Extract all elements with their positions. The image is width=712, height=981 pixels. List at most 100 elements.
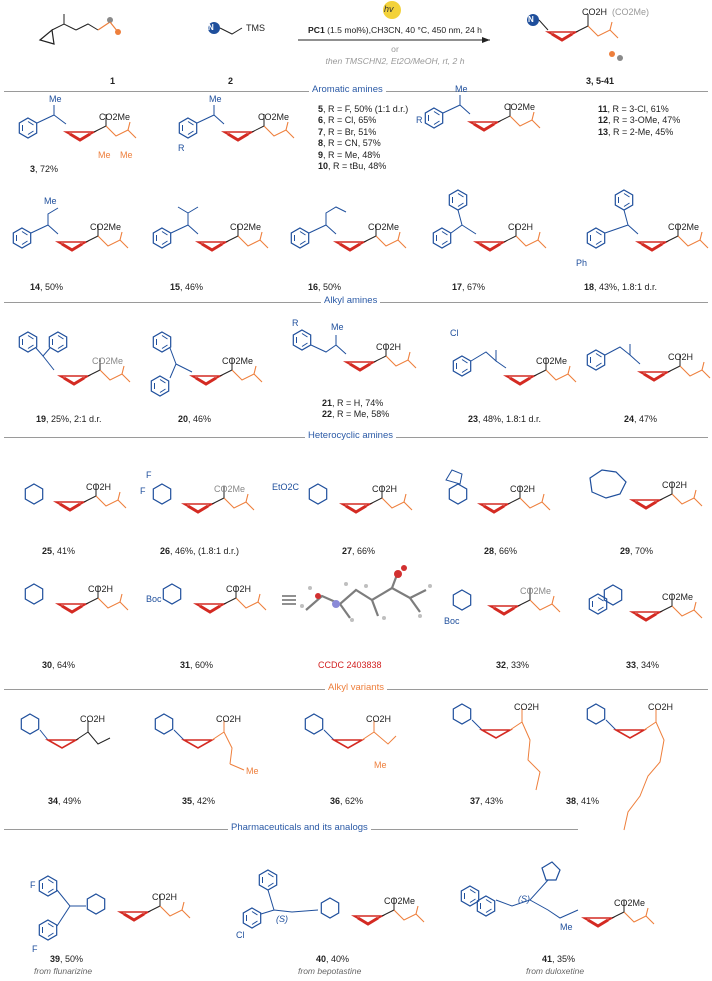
atom-me-11: Me	[455, 84, 468, 94]
compound-label-30: 30, 64%	[42, 660, 76, 670]
structure-38	[586, 703, 665, 831]
source-label-41: from duloxetine	[526, 966, 585, 976]
atom-co2me-5: CO2Me	[258, 112, 290, 122]
structure-35	[154, 713, 245, 771]
atom-co2me-3: CO2Me	[99, 112, 131, 122]
compound-label-20: 20, 46%	[178, 414, 212, 424]
atom-co2me-20: CO2Me	[222, 356, 254, 366]
structure-14	[12, 207, 130, 252]
atom-r-5: R	[178, 143, 185, 153]
product-n-atom: N	[528, 15, 534, 24]
atom-me-3: Me	[49, 94, 62, 104]
atom-co2me-11: CO2Me	[504, 102, 536, 112]
source-label-40: from bepotastine	[298, 966, 362, 976]
compound-label-3: 3, 72%	[30, 164, 59, 174]
atom-co2me-23: CO2Me	[536, 356, 568, 366]
section-alkyl-variants: Alkyl variants	[325, 682, 387, 693]
atom-ph-18: Ph	[576, 258, 588, 268]
atom-co2me-14: CO2Me	[90, 222, 122, 232]
structure-41	[460, 861, 656, 928]
atom-me-3b: Me	[98, 150, 111, 160]
compound-label-34: 34, 49%	[48, 796, 82, 806]
light-label: hv	[384, 4, 394, 14]
crystal-structure	[282, 565, 432, 622]
r-entry-22: 22, R = Me, 58%	[322, 409, 390, 420]
compound-label-38: 38, 41%	[566, 796, 600, 806]
compound-label-14: 14, 50%	[30, 282, 64, 292]
compound-label-26: 26, 46%, (1.8:1 d.r.)	[160, 546, 240, 556]
r-group-list-21-22: 21, R = H, 74% 22, R = Me, 58%	[322, 398, 389, 421]
atom-r-21: R	[292, 318, 299, 328]
compound-label-17: 17, 67%	[452, 282, 486, 292]
atom-f-39b: F	[32, 944, 38, 954]
reagent-1-structure	[38, 14, 121, 45]
atom-co2h-29: CO2H	[662, 480, 688, 490]
product-structure	[527, 12, 623, 61]
r-entry-5: 5, R = F, 50% (1:1 d.r.)	[318, 104, 409, 114]
compound-label-16: 16, 50%	[308, 282, 342, 292]
atom-r-11: R	[416, 115, 423, 125]
atom-co2h-35: CO2H	[216, 714, 242, 724]
structure-34	[20, 713, 111, 749]
atom-co2me-16: CO2Me	[368, 222, 400, 232]
structure-3	[18, 105, 138, 142]
compound-label-31: 31, 60%	[180, 660, 214, 670]
atom-me-5: Me	[209, 94, 222, 104]
atom-co2h-30: CO2H	[88, 584, 114, 594]
atom-co2h-28: CO2H	[510, 484, 536, 494]
product-number-label: 3, 5-41	[586, 76, 615, 86]
section-alkyl-amines: Alkyl amines	[321, 295, 381, 306]
structure-17	[432, 189, 548, 252]
r-entry-7: 7, R = Br, 51%	[318, 126, 377, 137]
r-entry-12: 12, R = 3-OMe, 47%	[598, 115, 681, 126]
reagent-1-label: 1	[110, 76, 116, 86]
compound-label-33: 33, 34%	[626, 660, 660, 670]
atom-co2h-34: CO2H	[80, 714, 106, 724]
conditions-or: or	[391, 44, 399, 54]
reagent-2-label: 2	[228, 76, 234, 86]
source-label-39: from flunarizine	[34, 966, 93, 976]
section-heterocyclic-amines: Heterocyclic amines	[305, 430, 396, 441]
atom-me-3c: Me	[120, 150, 133, 160]
structure-20	[150, 331, 264, 397]
atom-me-36: Me	[374, 760, 387, 770]
crystal-ccdc-label: CCDC 2403838	[318, 660, 382, 670]
reagent-2-n-atom: N	[208, 23, 214, 32]
compound-label-24: 24, 47%	[624, 414, 658, 424]
structure-36	[304, 713, 397, 749]
atom-f-26a: F	[146, 470, 152, 480]
compound-label-41: 41, 35%	[542, 954, 576, 964]
atom-eto2c-27: EtO2C	[272, 482, 300, 492]
atom-co2h-36: CO2H	[366, 714, 392, 724]
atom-co2h-17: CO2H	[508, 222, 534, 232]
structure-19	[18, 331, 132, 386]
atom-co2me-19: CO2Me	[92, 356, 124, 366]
atom-co2h-25: CO2H	[86, 482, 112, 492]
compound-label-19: 19, 25%, 2:1 d.r.	[36, 414, 102, 424]
atom-stereo-40: (S)	[276, 914, 288, 924]
product-acid-label: CO2H	[582, 7, 608, 17]
atom-co2h-27: CO2H	[372, 484, 398, 494]
structure-21-22	[292, 329, 418, 372]
atom-co2me-32: CO2Me	[520, 586, 552, 596]
atom-me-14: Me	[44, 196, 57, 206]
atom-me-21: Me	[331, 322, 344, 332]
product-ester-label: (CO2Me)	[612, 7, 650, 17]
r-entry-13: 13, R = 2-Me, 45%	[598, 126, 674, 137]
atom-co2h-39: CO2H	[152, 892, 178, 902]
atom-boc-31: Boc	[146, 594, 162, 604]
compound-label-28: 28, 66%	[484, 546, 518, 556]
atom-co2me-33: CO2Me	[662, 592, 694, 602]
atom-co2me-18: CO2Me	[668, 222, 700, 232]
compound-label-37: 37, 43%	[470, 796, 504, 806]
section-pharmaceuticals: Pharmaceuticals and its analogs	[228, 822, 371, 833]
compound-label-40: 40, 40%	[316, 954, 350, 964]
structure-39	[38, 875, 192, 941]
structure-15	[152, 206, 270, 252]
reagent-2-structure	[208, 22, 243, 35]
atom-co2h-31: CO2H	[226, 584, 252, 594]
atom-cl-40: Cl	[236, 930, 245, 940]
atom-me-41: Me	[560, 922, 573, 932]
structure-16	[290, 206, 408, 252]
